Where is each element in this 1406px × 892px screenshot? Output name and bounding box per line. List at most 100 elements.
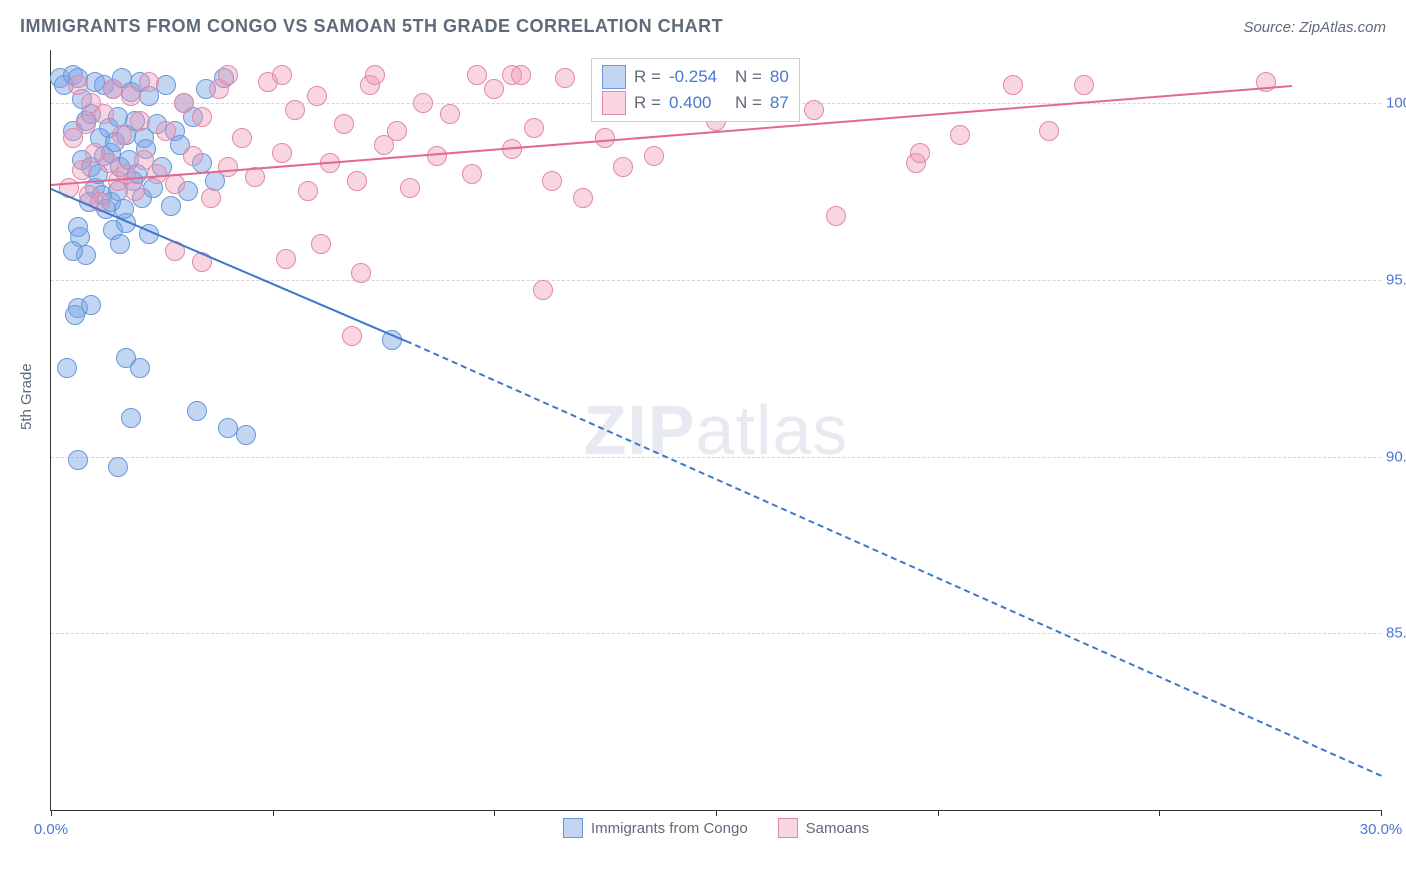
data-point xyxy=(555,68,575,88)
data-point xyxy=(272,143,292,163)
legend-swatch xyxy=(602,91,626,115)
legend-n-label: N = xyxy=(735,67,762,87)
data-point xyxy=(108,457,128,477)
source-label: Source: ZipAtlas.com xyxy=(1243,19,1386,36)
legend-series: Immigrants from Congo Samoans xyxy=(563,818,869,838)
gridline-h xyxy=(51,280,1381,281)
x-tick xyxy=(1159,810,1160,816)
legend-r-label: R = xyxy=(634,93,661,113)
data-point xyxy=(112,125,132,145)
data-point xyxy=(121,86,141,106)
data-point xyxy=(272,65,292,85)
data-point xyxy=(156,121,176,141)
chart-plot-area: ZIPatlas 85.0%90.0%95.0%100.0%0.0%30.0%R… xyxy=(50,50,1381,811)
data-point xyxy=(467,65,487,85)
x-tick xyxy=(51,810,52,816)
data-point xyxy=(1003,75,1023,95)
data-point xyxy=(72,160,92,180)
data-point xyxy=(183,146,203,166)
gridline-h xyxy=(51,633,1381,634)
legend-r-value: 0.400 xyxy=(669,93,727,113)
legend-n-value: 87 xyxy=(770,93,789,113)
data-point xyxy=(365,65,385,85)
data-point xyxy=(130,358,150,378)
data-point xyxy=(644,146,664,166)
data-point xyxy=(165,174,185,194)
data-point xyxy=(94,104,114,124)
data-point xyxy=(57,358,77,378)
data-point xyxy=(68,450,88,470)
data-point xyxy=(161,196,181,216)
data-point xyxy=(156,75,176,95)
data-point xyxy=(174,93,194,113)
data-point xyxy=(81,295,101,315)
data-point xyxy=(826,206,846,226)
watermark: ZIPatlas xyxy=(584,390,849,470)
data-point xyxy=(351,263,371,283)
y-tick-label: 85.0% xyxy=(1386,625,1406,642)
data-point xyxy=(130,111,150,131)
title-bar: IMMIGRANTS FROM CONGO VS SAMOAN 5TH GRAD… xyxy=(20,16,1386,37)
x-tick-label: 0.0% xyxy=(34,821,68,838)
data-point xyxy=(68,75,88,95)
legend-r-value: -0.254 xyxy=(669,67,727,87)
data-point xyxy=(125,181,145,201)
data-point xyxy=(276,249,296,269)
data-point xyxy=(427,146,447,166)
data-point xyxy=(192,107,212,127)
data-point xyxy=(334,114,354,134)
legend-label: Immigrants from Congo xyxy=(591,820,748,837)
data-point xyxy=(139,72,159,92)
y-tick-label: 100.0% xyxy=(1386,95,1406,112)
data-point xyxy=(413,93,433,113)
x-tick xyxy=(273,810,274,816)
legend-n-label: N = xyxy=(735,93,762,113)
legend-swatch xyxy=(563,818,583,838)
legend-row: R =-0.254N =80 xyxy=(602,64,789,90)
trend-line xyxy=(51,188,406,342)
legend-swatch xyxy=(778,818,798,838)
data-point xyxy=(542,171,562,191)
legend-swatch xyxy=(602,65,626,89)
data-point xyxy=(440,104,460,124)
x-tick xyxy=(716,810,717,816)
legend-correlation: R =-0.254N =80R =0.400N =87 xyxy=(591,58,800,122)
y-tick-label: 90.0% xyxy=(1386,448,1406,465)
data-point xyxy=(387,121,407,141)
data-point xyxy=(232,128,252,148)
data-point xyxy=(462,164,482,184)
data-point xyxy=(573,188,593,208)
legend-item: Samoans xyxy=(778,818,869,838)
data-point xyxy=(187,401,207,421)
legend-item: Immigrants from Congo xyxy=(563,818,748,838)
legend-r-label: R = xyxy=(634,67,661,87)
data-point xyxy=(400,178,420,198)
chart-title: IMMIGRANTS FROM CONGO VS SAMOAN 5TH GRAD… xyxy=(20,16,723,37)
x-tick-label: 30.0% xyxy=(1360,821,1403,838)
data-point xyxy=(1039,121,1059,141)
data-point xyxy=(236,425,256,445)
data-point xyxy=(511,65,531,85)
y-axis-label: 5th Grade xyxy=(18,363,35,430)
data-point xyxy=(110,234,130,254)
data-point xyxy=(76,114,96,134)
data-point xyxy=(218,157,238,177)
x-tick xyxy=(1381,810,1382,816)
data-point xyxy=(218,65,238,85)
gridline-h xyxy=(51,457,1381,458)
x-tick xyxy=(938,810,939,816)
data-point xyxy=(347,171,367,191)
data-point xyxy=(311,234,331,254)
data-point xyxy=(910,143,930,163)
y-tick-label: 95.0% xyxy=(1386,271,1406,288)
data-point xyxy=(804,100,824,120)
legend-label: Samoans xyxy=(806,820,869,837)
data-point xyxy=(524,118,544,138)
data-point xyxy=(1074,75,1094,95)
data-point xyxy=(533,280,553,300)
data-point xyxy=(298,181,318,201)
data-point xyxy=(201,188,221,208)
data-point xyxy=(63,241,83,261)
data-point xyxy=(484,79,504,99)
data-point xyxy=(121,408,141,428)
